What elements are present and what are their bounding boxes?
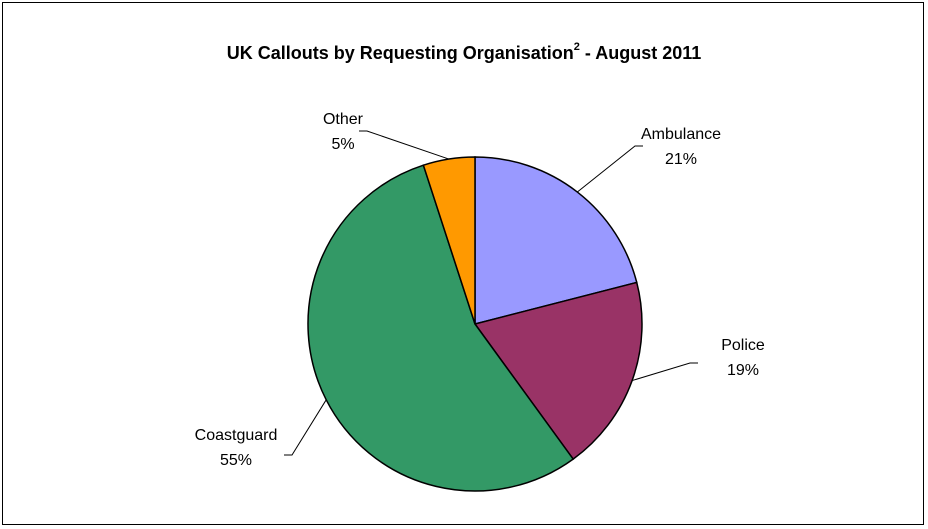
leader-line-ambulance [577, 145, 643, 193]
pie-slice-ambulance [474, 156, 638, 325]
slice-label-other-percent: 5% [331, 136, 354, 153]
chart-title-main: UK Callouts by Requesting Organisation [226, 43, 574, 63]
leader-line-other [359, 130, 450, 160]
chart-title-suffix: - August 2011 [579, 43, 702, 63]
pie-leader-lines [284, 130, 698, 456]
slice-label-other-name: Other [323, 111, 364, 128]
chart-title-superscript: 2 [573, 41, 580, 53]
slice-label-police-name: Police [721, 337, 765, 354]
pie-slices [307, 156, 643, 492]
slice-label-ambulance-percent: 21% [665, 151, 697, 168]
leader-line-coastguard [284, 399, 327, 456]
slice-label-coastguard-name: Coastguard [195, 427, 278, 444]
slice-label-ambulance-name: Ambulance [641, 126, 721, 143]
pie-slice-other [422, 156, 476, 325]
slice-label-police-percent: 19% [727, 362, 759, 379]
pie-slice-police [473, 281, 643, 461]
leader-line-police [631, 362, 698, 382]
chart-title: UK Callouts by Requesting Organisation2 … [3, 41, 925, 64]
slice-label-coastguard-percent: 55% [220, 452, 252, 469]
